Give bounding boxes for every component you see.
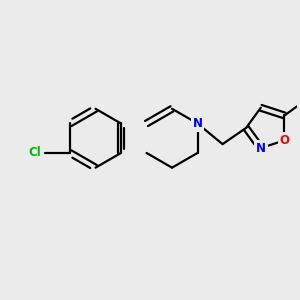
- Text: O: O: [280, 134, 290, 147]
- Text: Cl: Cl: [28, 146, 41, 159]
- Text: N: N: [193, 117, 202, 130]
- Text: N: N: [256, 142, 266, 154]
